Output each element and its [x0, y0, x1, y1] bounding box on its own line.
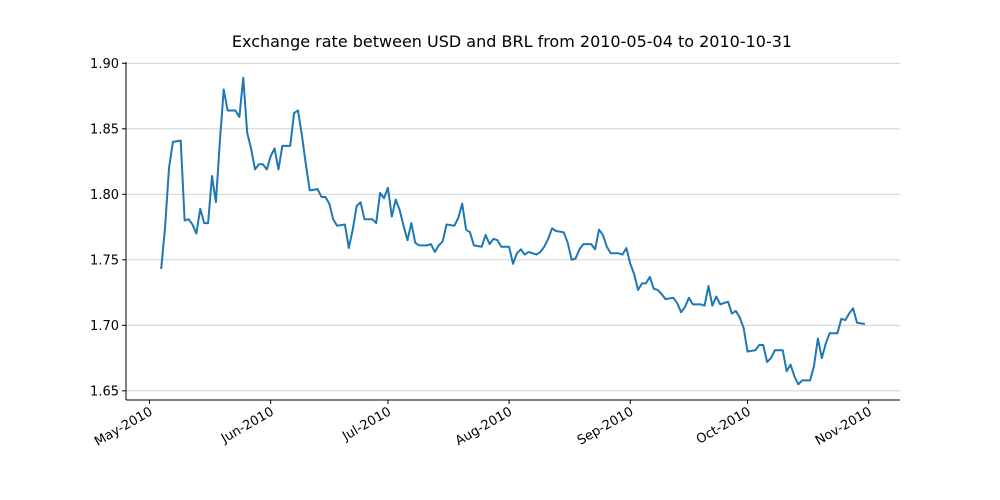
chart-title: Exchange rate between USD and BRL from 2… — [232, 32, 792, 51]
y-tick-label: 1.75 — [90, 253, 119, 268]
x-tick-label: Jul-2010 — [339, 404, 394, 444]
x-tick-label: Aug-2010 — [453, 404, 515, 449]
x-tick-label: Oct-2010 — [694, 404, 754, 447]
x-tick-label: Sep-2010 — [575, 404, 636, 448]
x-tick-label: May-2010 — [92, 404, 155, 449]
y-tick-label: 1.85 — [90, 122, 119, 137]
x-tick-label: Nov-2010 — [813, 404, 875, 448]
line — [160, 76, 865, 386]
y-tick-label: 1.70 — [90, 319, 119, 334]
y-tick-label: 1.65 — [90, 384, 119, 399]
y-tick-label: 1.90 — [90, 57, 119, 72]
y-tick-label: 1.80 — [90, 188, 119, 203]
x-tick-label: Jun-2010 — [218, 404, 277, 447]
